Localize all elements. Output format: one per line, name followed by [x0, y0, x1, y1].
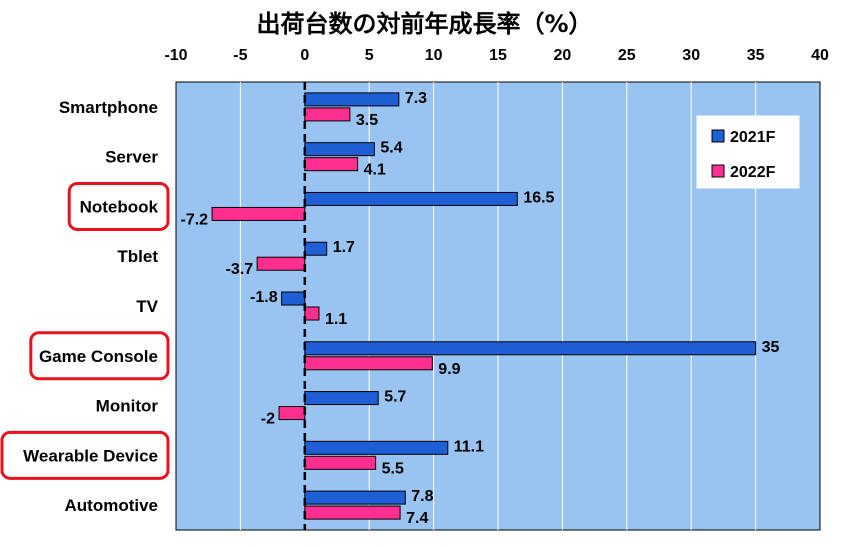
category-label: Tblet — [117, 247, 158, 266]
bar-2021F — [304, 490, 406, 505]
data-label: 5.5 — [382, 460, 404, 477]
x-tick-label: 40 — [811, 47, 829, 64]
data-label: 11.1 — [454, 438, 484, 455]
bar-2021F — [304, 440, 449, 455]
x-tick-label: 5 — [365, 47, 374, 64]
x-tick-label: 20 — [554, 47, 572, 64]
bar-2022F — [304, 157, 359, 172]
data-label: 1.7 — [333, 239, 355, 256]
bar-2022F — [211, 206, 306, 221]
data-label: 1.1 — [325, 311, 347, 328]
data-label: 16.5 — [523, 189, 554, 206]
data-label: 5.7 — [384, 389, 406, 406]
x-tick-label: 0 — [300, 47, 309, 64]
highlight-box — [67, 181, 170, 231]
bar-2022F — [278, 406, 306, 421]
highlight-box — [29, 331, 170, 381]
category-label: Monitor — [96, 397, 159, 416]
legend-label: 2021F — [730, 129, 776, 146]
bar-2022F — [304, 306, 320, 321]
category-label: Server — [105, 148, 158, 167]
data-label: -2 — [261, 411, 275, 428]
data-label: 4.1 — [364, 162, 386, 179]
bar-2021F — [304, 191, 518, 206]
bar-2021F — [281, 291, 306, 306]
data-label: 7.4 — [406, 510, 428, 527]
bar-2022F — [304, 107, 351, 122]
legend-swatch — [711, 129, 725, 143]
data-label: 5.4 — [380, 140, 402, 157]
data-label: 35 — [762, 339, 780, 356]
bar-2022F — [304, 505, 401, 520]
x-tick-label: 10 — [425, 47, 443, 64]
data-label: -3.7 — [226, 261, 254, 278]
bar-2021F — [304, 241, 328, 256]
category-label: Automotive — [65, 496, 159, 515]
bar-2021F — [304, 391, 379, 406]
bar-2021F — [304, 92, 400, 107]
x-tick-label: -5 — [233, 47, 247, 64]
category-label: TV — [136, 297, 158, 316]
x-tick-label: 15 — [489, 47, 507, 64]
legend-swatch — [711, 164, 725, 178]
chart-title: 出荷台数の対前年成長率（%） — [256, 10, 593, 38]
bar-2022F — [304, 455, 377, 470]
x-tick-label: 25 — [618, 47, 636, 64]
x-tick-label: -10 — [164, 47, 187, 64]
data-label: 3.5 — [356, 112, 378, 129]
data-label: 7.3 — [405, 90, 427, 107]
category-label: Smartphone — [59, 98, 158, 117]
highlight-box — [0, 430, 170, 480]
category-label: Notebook — [80, 197, 159, 216]
category-label: Game Console — [39, 347, 158, 366]
x-tick-label: 35 — [747, 47, 765, 64]
data-label: 9.9 — [438, 361, 460, 378]
bar-2022F — [304, 356, 433, 371]
legend-label: 2022F — [730, 164, 776, 181]
data-label: -7.2 — [180, 211, 208, 228]
data-label: 7.8 — [411, 488, 433, 505]
bar-2021F — [304, 142, 375, 157]
data-label: -1.8 — [250, 289, 278, 306]
category-label: Wearable Device — [23, 446, 158, 465]
x-tick-label: 30 — [682, 47, 700, 64]
bar-2022F — [256, 256, 306, 271]
bar-2021F — [304, 341, 757, 356]
